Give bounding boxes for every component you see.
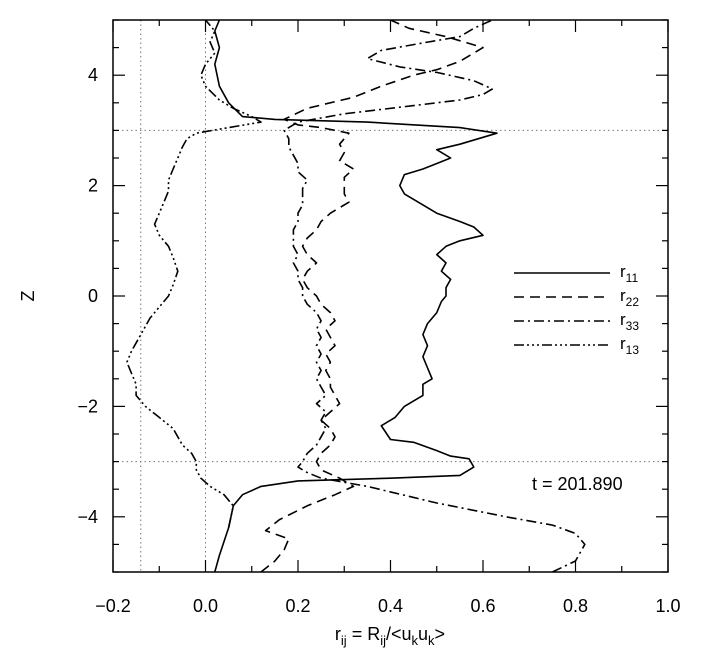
legend-label-r22: r22 [620, 286, 639, 309]
x-tick-label: 0.8 [563, 596, 588, 616]
y-tick-label: 4 [88, 65, 98, 85]
x-tick-label: 0.6 [470, 596, 495, 616]
series-line-r33 [283, 20, 586, 572]
x-axis-label: rij = Rij/<ukuk> [335, 624, 445, 648]
x-tick-label: 0.4 [378, 596, 403, 616]
legend-label-r33: r33 [620, 310, 639, 333]
x-tick-label: 0.2 [285, 596, 310, 616]
series-line-r22 [260, 20, 484, 572]
series-layer [126, 20, 586, 572]
reference-lines [113, 20, 668, 572]
x-tick-label: 1.0 [655, 596, 680, 616]
legend-label-r11: r11 [620, 262, 638, 285]
y-tick-label: −4 [77, 507, 98, 527]
y-tick-label: 0 [88, 286, 98, 306]
x-tick-label: 0.0 [193, 596, 218, 616]
series-line-r11 [214, 20, 498, 572]
time-annotation: t = 201.890 [532, 474, 623, 494]
series-line-r13 [126, 20, 262, 528]
y-tick-label: 2 [88, 176, 98, 196]
y-axis-label: Z [18, 291, 38, 302]
x-tick-label: −0.2 [95, 596, 131, 616]
axis-ticks [112, 19, 669, 573]
y-tick-label: −2 [77, 396, 98, 416]
legend-label-r13: r13 [620, 334, 639, 357]
tick-labels: −0.2 0.0 0.2 0.4 0.6 0.8 1.0 −4 −2 0 2 4 [77, 65, 680, 616]
